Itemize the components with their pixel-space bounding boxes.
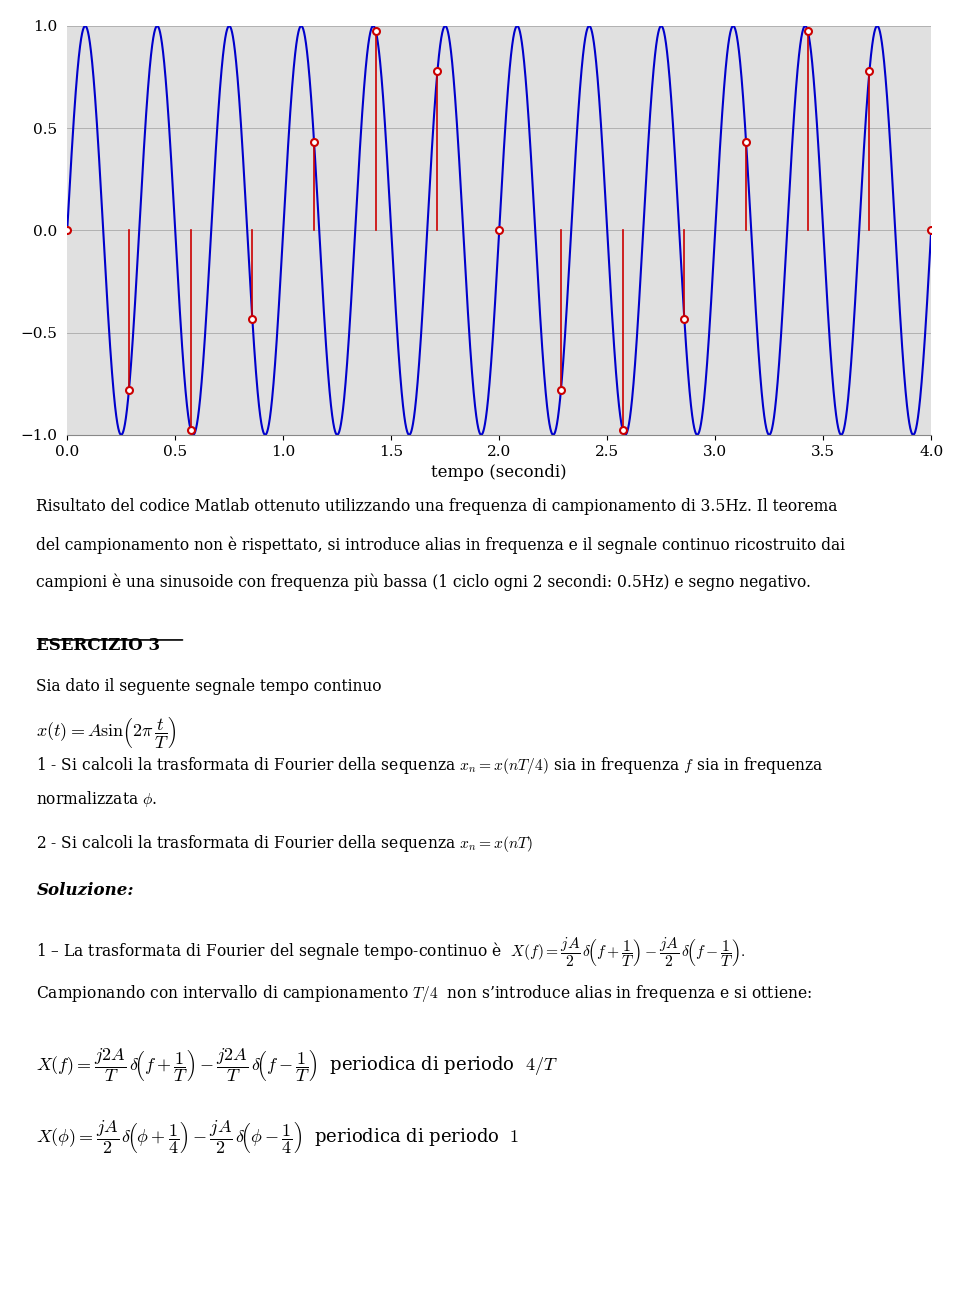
Text: campioni è una sinusoide con frequenza più bassa (1 ciclo ogni 2 secondi: 0.5Hz): campioni è una sinusoide con frequenza p… <box>36 574 811 592</box>
X-axis label: tempo (secondi): tempo (secondi) <box>431 465 567 482</box>
Text: Soluzione:: Soluzione: <box>36 881 134 900</box>
Text: $x(t) = A\sin\!\left(2\pi\,\dfrac{t}{T}\right)$: $x(t) = A\sin\!\left(2\pi\,\dfrac{t}{T}\… <box>36 714 177 750</box>
Text: Campionando con intervallo di campionamento $T/4$  non s’introduce alias in freq: Campionando con intervallo di campioname… <box>36 983 812 1005</box>
Text: normalizzata $\phi$.: normalizzata $\phi$. <box>36 789 157 809</box>
Text: 1 – La trasformata di Fourier del segnale tempo-continuo è  $X(f) = \dfrac{jA}{2: 1 – La trasformata di Fourier del segnal… <box>36 936 746 970</box>
Text: Sia dato il seguente segnale tempo continuo: Sia dato il seguente segnale tempo conti… <box>36 679 382 696</box>
Text: Risultato del codice Matlab ottenuto utilizzando una frequenza di campionamento : Risultato del codice Matlab ottenuto uti… <box>36 498 838 515</box>
Text: $X(\phi) = \dfrac{jA}{2}\,\delta\!\left(\phi+\dfrac{1}{4}\right) - \dfrac{jA}{2}: $X(\phi) = \dfrac{jA}{2}\,\delta\!\left(… <box>36 1118 519 1155</box>
Text: 1 - Si calcoli la trasformata di Fourier della sequenza $x_n = x(nT/4)$ sia in f: 1 - Si calcoli la trasformata di Fourier… <box>36 755 824 776</box>
Text: 2 - Si calcoli la trasformata di Fourier della sequenza $x_n = x(nT)$: 2 - Si calcoli la trasformata di Fourier… <box>36 833 534 854</box>
Text: del campionamento non è rispettato, si introduce alias in frequenza e il segnale: del campionamento non è rispettato, si i… <box>36 536 846 554</box>
Text: ESERCIZIO 3: ESERCIZIO 3 <box>36 636 160 654</box>
Text: $X(f) = \dfrac{j2A}{T}\,\delta\!\left(f+\dfrac{1}{T}\right) - \dfrac{j2A}{T}\,\d: $X(f) = \dfrac{j2A}{T}\,\delta\!\left(f+… <box>36 1046 559 1085</box>
